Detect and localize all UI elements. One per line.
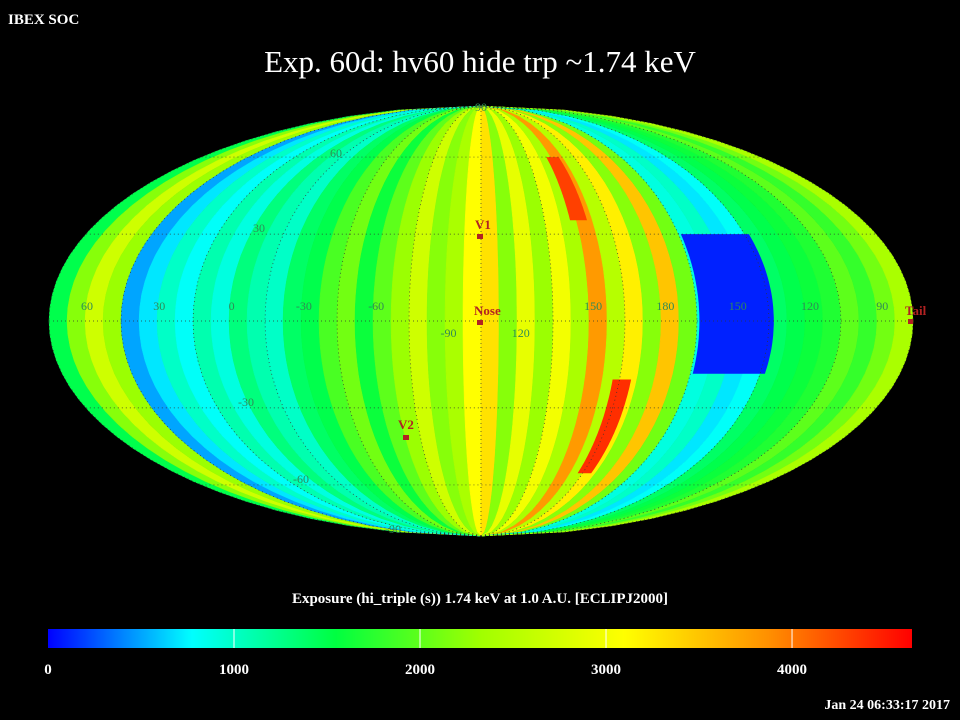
lat-label: 60	[330, 146, 342, 160]
colorbar-tick-label: 0	[44, 662, 52, 678]
lon-label: -90	[441, 326, 457, 340]
meridian	[480, 105, 698, 537]
colorbar-tick-label: 3000	[591, 662, 621, 678]
nose-marker	[477, 320, 483, 325]
lon-label: 60	[81, 299, 93, 313]
colorbar-ticks: 0 1000 2000 3000 4000	[44, 629, 807, 678]
lat-label: -30	[238, 395, 254, 409]
tail-marker	[908, 319, 913, 324]
org-label: IBEX SOC	[8, 12, 79, 28]
lon-label: 0	[229, 299, 235, 313]
meridian	[480, 105, 554, 537]
lat-label: -60	[293, 472, 309, 486]
exposure-patch	[577, 379, 632, 474]
lon-label: 30	[153, 299, 165, 313]
annotation: V1	[475, 217, 491, 232]
annotation: Tail	[905, 303, 927, 318]
colorbar	[48, 629, 912, 648]
annotation: V2	[398, 417, 414, 432]
lon-label: 150	[584, 299, 602, 313]
meridian	[264, 105, 482, 537]
lat-label: 30	[253, 221, 265, 235]
lon-label: -30	[296, 299, 312, 313]
exposure-patch	[546, 157, 587, 221]
meridian	[120, 105, 482, 537]
exposure-patch	[680, 234, 774, 374]
colorbar-tick-label: 2000	[405, 662, 435, 678]
chart-title: Exp. 60d: hv60 hide trp ~1.74 keV	[264, 44, 696, 79]
lon-label: 180	[656, 299, 674, 313]
lon-label: 120	[512, 326, 530, 340]
timestamp: Jan 24 06:33:17 2017	[824, 698, 950, 713]
colorbar-tick-label: 4000	[777, 662, 807, 678]
meridian	[408, 105, 482, 537]
annotation: Nose	[474, 303, 501, 318]
lon-label: 120	[801, 299, 819, 313]
v2-marker	[403, 435, 409, 440]
v1-marker	[477, 234, 483, 239]
lat-label: -90	[385, 522, 401, 536]
lat-label: 90	[475, 100, 487, 114]
colorbar-tick-label: 1000	[219, 662, 249, 678]
lon-label: 90	[876, 299, 888, 313]
lon-label: -60	[368, 299, 384, 313]
lon-label: 150	[729, 299, 747, 313]
graticule: 60 30 0 -30 -60 -90 120 150 180 150 120 90 90 60 30 -30…	[48, 100, 914, 537]
colorbar-label: Exposure (hi_triple (s)) 1.74 keV at 1.0…	[292, 591, 668, 607]
